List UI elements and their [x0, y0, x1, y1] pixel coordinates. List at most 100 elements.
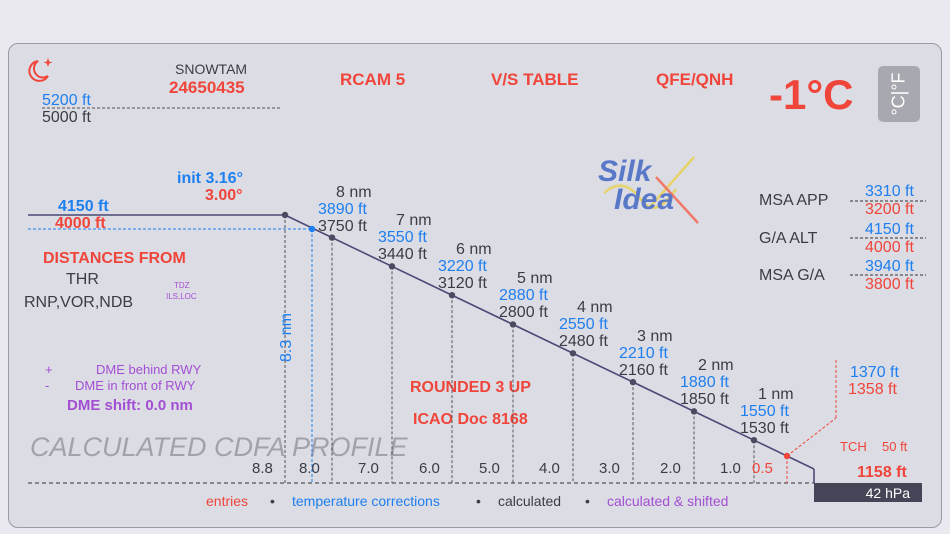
logo-text-idea: Idea	[614, 183, 675, 216]
profile-entered-altitude[interactable]: 3120 ft	[438, 275, 487, 293]
top-altitude-entered[interactable]: 5000 ft	[42, 109, 91, 126]
rcam-button[interactable]: RCAM 5	[340, 70, 406, 89]
profile-point[interactable]	[690, 408, 698, 415]
distance-ref-nav[interactable]: RNP,VOR,NDB	[24, 294, 134, 311]
axis-tick: 5.0	[479, 460, 500, 477]
dme-behind-sign: +	[45, 362, 53, 377]
profile-entered-altitude[interactable]: 3750 ft	[318, 217, 367, 235]
tch-slope	[786, 417, 837, 457]
threshold-elevation[interactable]: 1158 ft	[857, 464, 907, 481]
profile-entered-altitude[interactable]: 2160 ft	[619, 362, 668, 380]
fap-point[interactable]	[281, 211, 289, 219]
distance-ref-ils[interactable]: ILS,LOC	[166, 292, 197, 301]
snowtam-label[interactable]: SNOWTAM	[175, 61, 248, 77]
icao-label: ICAO Doc 8168	[413, 411, 528, 428]
threshold-entered[interactable]: 1358 ft	[848, 381, 897, 398]
axis-tick: 7.0	[358, 460, 379, 477]
profile-entered-altitude[interactable]: 3440 ft	[378, 246, 427, 264]
profile-entered-altitude[interactable]: 2480 ft	[559, 333, 608, 351]
legend-sep-2: •	[476, 493, 481, 509]
fap-altitude-entered[interactable]: 4000 ft	[55, 215, 106, 232]
threshold-corrected[interactable]: 1370 ft	[850, 364, 899, 381]
distance-ref-thr[interactable]: THR	[66, 271, 99, 288]
profile-point[interactable]	[750, 436, 758, 444]
profile-entered-altitude[interactable]: 1530 ft	[740, 420, 789, 438]
profile-entered-altitude[interactable]: 2800 ft	[499, 304, 548, 322]
ga-alt-entered[interactable]: 4000 ft	[865, 239, 914, 256]
tch-value[interactable]: 50 ft	[882, 439, 908, 454]
dme-front-label: DME in front of RWY	[75, 378, 196, 393]
msa-app-corrected[interactable]: 3310 ft	[865, 183, 914, 200]
unit-toggle-button[interactable]: °C|°F	[878, 66, 920, 122]
temperature-value[interactable]: -1°C	[769, 71, 854, 118]
legend-shifted: calculated & shifted	[607, 493, 729, 509]
profile-point[interactable]	[569, 350, 577, 357]
dme-shift-value[interactable]: DME shift: 0.0 nm	[67, 397, 193, 414]
axis-tick: 1.0	[720, 460, 741, 477]
night-mode-icon[interactable]	[24, 56, 56, 86]
profile-point[interactable]	[328, 234, 336, 241]
legend-temp: temperature corrections	[292, 493, 440, 509]
ga-alt-label: G/A ALT	[759, 230, 818, 247]
init-angle[interactable]: init 3.16°	[177, 170, 243, 187]
qfe-qnh-button[interactable]: QFE/QNH	[656, 70, 734, 89]
profile-corrected-altitude[interactable]: 1550 ft	[740, 403, 789, 421]
msa-ga-label: MSA G/A	[759, 267, 825, 284]
axis-tick: 6.0	[419, 460, 440, 477]
qnh-box[interactable]: 42 hPa	[814, 483, 922, 502]
vs-table-button[interactable]: V/S TABLE	[491, 70, 579, 89]
profile-point[interactable]	[509, 321, 517, 328]
profile-corrected-altitude[interactable]: 2210 ft	[619, 345, 668, 363]
profile-distance[interactable]: 8 nm	[336, 183, 372, 201]
rounded-label[interactable]: ROUNDED 3 UP	[410, 379, 531, 396]
profile-point[interactable]	[448, 291, 456, 299]
top-altitude-corrected[interactable]: 5200 ft	[42, 92, 91, 109]
axis-tick: 3.0	[599, 460, 620, 477]
profile-distance[interactable]: 2 nm	[698, 357, 734, 375]
profile-point[interactable]	[388, 263, 396, 270]
profile-distance[interactable]: 4 nm	[577, 299, 613, 317]
fap-altitude-corrected[interactable]: 4150 ft	[58, 198, 109, 215]
profile-distance[interactable]: 7 nm	[396, 212, 432, 230]
msa-ga-entered[interactable]: 3800 ft	[865, 276, 914, 293]
axis-tick: 8.8	[252, 460, 273, 477]
msa-app-label: MSA APP	[759, 192, 829, 209]
axis-tick-final: 0.5	[752, 460, 773, 477]
snowtam-value[interactable]: 24650435	[169, 78, 245, 97]
profile-corrected-altitude[interactable]: 2880 ft	[499, 287, 548, 305]
profile-entered-altitude[interactable]: 1850 ft	[680, 391, 729, 409]
descent-path	[284, 214, 815, 470]
legend-sep-3: •	[585, 493, 590, 509]
glide-angle[interactable]: 3.00°	[205, 187, 243, 204]
silk-idea-logo: Silk Idea	[594, 155, 704, 225]
profile-corrected-altitude[interactable]: 2550 ft	[559, 316, 608, 334]
qnh-value: 42 hPa	[865, 485, 910, 501]
ga-alt-corrected[interactable]: 4150 ft	[865, 221, 914, 238]
profile-distance[interactable]: 1 nm	[758, 386, 794, 404]
profile-corrected-altitude[interactable]: 3550 ft	[378, 229, 427, 247]
profile-corrected-altitude[interactable]: 3890 ft	[318, 200, 367, 218]
distance-ref-tdz[interactable]: TDZ	[174, 281, 190, 290]
fap-corrected-point[interactable]	[308, 225, 316, 233]
profile-point[interactable]	[629, 378, 637, 386]
profile-corrected-altitude[interactable]: 3220 ft	[438, 258, 487, 276]
profile-distance[interactable]: 5 nm	[517, 270, 553, 288]
profile-corrected-altitude[interactable]: 1880 ft	[680, 374, 729, 392]
cdfa-card	[8, 43, 942, 528]
axis-tick: 4.0	[539, 460, 560, 477]
dme-front-sign: -	[45, 378, 50, 393]
profile-distance[interactable]: 3 nm	[637, 328, 673, 346]
msa-ga-corrected[interactable]: 3940 ft	[865, 258, 914, 275]
profile-distance[interactable]: 6 nm	[456, 241, 492, 259]
tch-point[interactable]	[783, 452, 791, 460]
msa-app-entered[interactable]: 3200 ft	[865, 201, 914, 218]
fap-distance-label[interactable]: 8.3 nm	[278, 313, 295, 362]
axis-tick: 8.0	[299, 460, 320, 477]
distances-from-title: DISTANCES FROM	[43, 250, 186, 267]
tch-dash	[786, 360, 837, 483]
axis-tick: 2.0	[660, 460, 681, 477]
logo-text-silk: Silk	[598, 155, 652, 188]
tch-label: TCH	[840, 439, 867, 454]
dme-behind-label: DME behind RWY	[96, 362, 202, 377]
